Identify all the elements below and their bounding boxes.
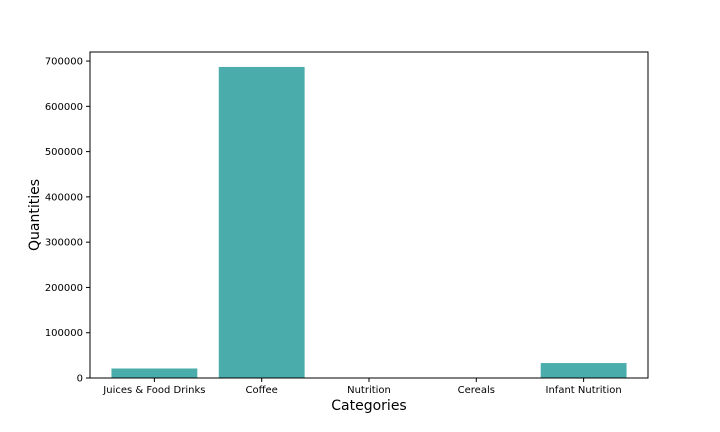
x-axis-ticks: Juices & Food Drinks Coffee Nutrition Cerea… bbox=[102, 378, 622, 396]
x-tick-label: Cereals bbox=[458, 385, 495, 396]
bar-4 bbox=[540, 363, 627, 378]
y-tick-label: 300000 bbox=[45, 238, 83, 249]
y-tick-label: 700000 bbox=[45, 57, 83, 68]
bars-group bbox=[111, 66, 627, 379]
y-tick-label: 100000 bbox=[45, 328, 83, 339]
x-axis-title: Categories bbox=[331, 398, 406, 414]
y-tick-label: 200000 bbox=[45, 283, 83, 294]
bar-0 bbox=[111, 368, 198, 378]
bar-1 bbox=[218, 66, 305, 379]
x-tick-label: Nutrition bbox=[347, 385, 391, 396]
y-axis-title: Quantities bbox=[27, 179, 43, 251]
x-tick-label: Juices & Food Drinks bbox=[102, 385, 205, 396]
y-tick-label: 500000 bbox=[45, 147, 83, 158]
plot-frame bbox=[89, 51, 649, 379]
y-tick-label: 400000 bbox=[45, 192, 83, 203]
x-tick-label: Coffee bbox=[246, 385, 278, 396]
x-tick-label: Infant Nutrition bbox=[546, 385, 622, 396]
y-tick-label: 0 bbox=[77, 374, 83, 385]
y-axis-ticks: 0 100000 200000 300000 400000 500000 600000 700… bbox=[45, 57, 90, 385]
y-tick-label: 600000 bbox=[45, 102, 83, 113]
